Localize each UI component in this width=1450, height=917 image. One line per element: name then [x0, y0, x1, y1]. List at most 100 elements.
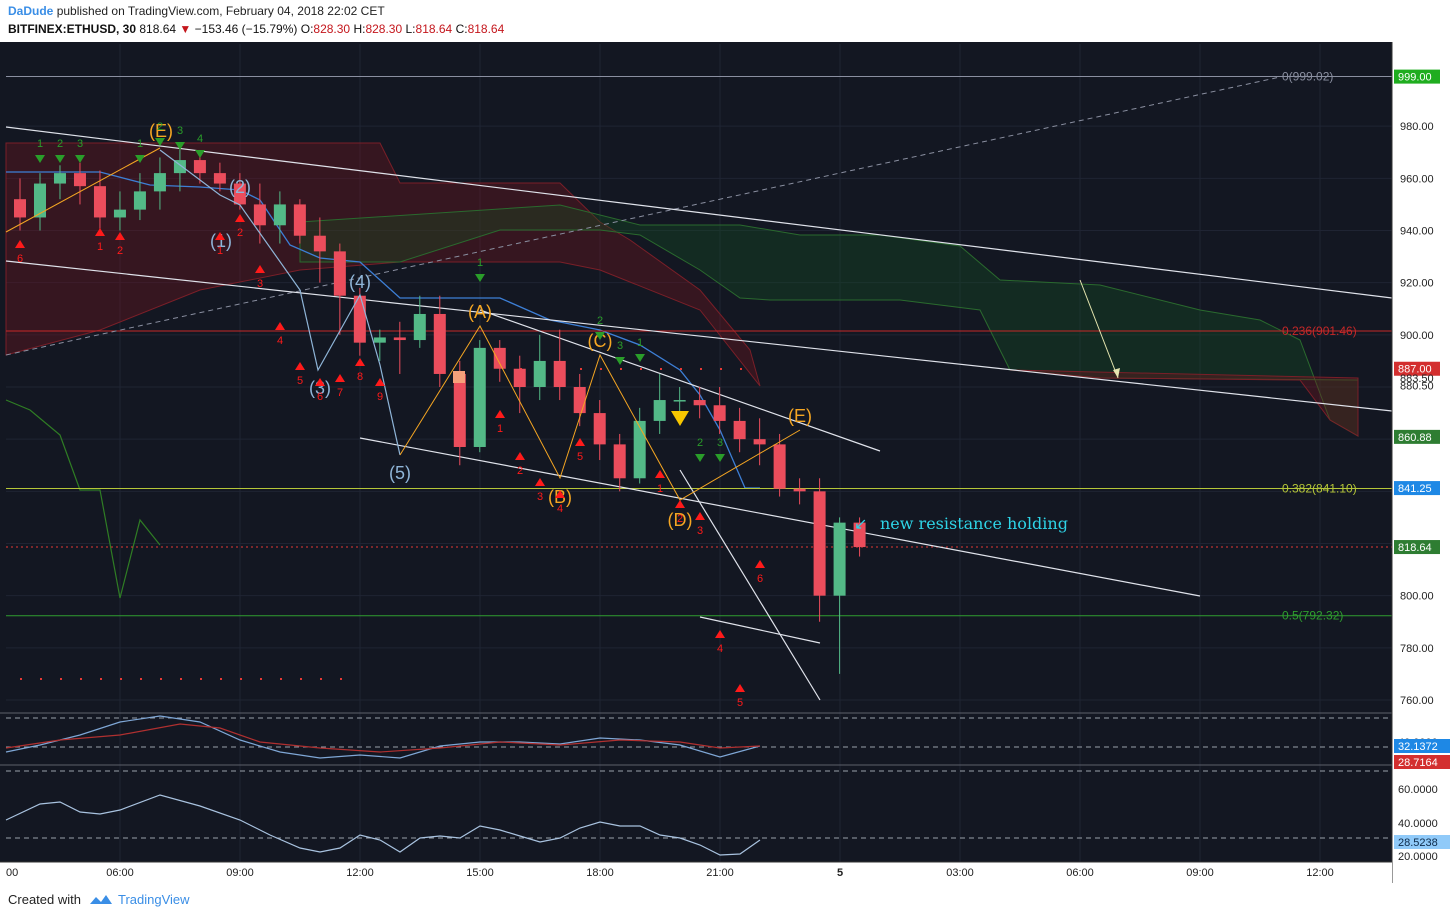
- price-tag-label: 841.25: [1398, 483, 1432, 495]
- fib-trend-line: [5, 76, 1281, 356]
- osc1-value-tag: [1394, 755, 1450, 769]
- time-axis-label: 06:00: [1066, 867, 1094, 879]
- td-setup-up-arrow-icon: [535, 478, 545, 486]
- price-tag: [1394, 69, 1440, 84]
- candle-body: [293, 204, 306, 236]
- td-count-red: 3: [697, 525, 703, 537]
- td-count-red: 3: [257, 278, 263, 290]
- candle-body: [693, 400, 706, 406]
- down-arrow-icon: ▼: [179, 22, 192, 36]
- td-setup-down-arrow-icon: [175, 142, 185, 150]
- td-setup-down-arrow-icon: [55, 155, 65, 163]
- td-setup-up-arrow-icon: [335, 374, 345, 382]
- td-count-green: 3: [717, 437, 723, 449]
- time-axis[interactable]: [0, 862, 1392, 883]
- td-setup-up-arrow-icon: [355, 358, 365, 366]
- close-label: C:: [455, 22, 468, 36]
- td-count-green: 2: [57, 138, 63, 150]
- td-setup-down-arrow-icon: [475, 274, 485, 282]
- td-count-red: 2: [517, 465, 523, 477]
- td-setup-down-arrow-icon: [155, 138, 165, 146]
- candle-body: [493, 347, 506, 369]
- td-count-green: 3: [177, 125, 183, 137]
- td-setup-down-arrow-icon: [715, 454, 725, 462]
- td-setup-up-arrow-icon: [695, 512, 705, 520]
- td-setup-up-arrow-icon: [675, 500, 685, 508]
- td-count-green: 1: [637, 337, 643, 349]
- td-count-green: 2: [697, 437, 703, 449]
- td-setup-up-arrow-icon: [375, 378, 385, 386]
- td-setup-up-arrow-icon: [735, 684, 745, 692]
- td-count-red: 8: [357, 371, 363, 383]
- last-price: 818.64: [139, 22, 177, 36]
- td-setup-up-arrow-icon: [655, 470, 665, 478]
- candle-body: [673, 400, 686, 402]
- candle-body: [593, 413, 606, 445]
- td-setup-up-arrow-icon: [555, 490, 565, 498]
- td-setup-up-arrow-icon: [575, 438, 585, 446]
- candle-body: [773, 444, 786, 489]
- chart-canvas[interactable]: 0(999.02) 0.236(901.46) 0.382(841.10) 0.5(7…: [0, 42, 1450, 883]
- osc1-value-label: 32.1372: [1398, 741, 1438, 753]
- td-setup-down-arrow-icon: [695, 454, 705, 462]
- time-axis-label: 06:00: [106, 867, 134, 879]
- symbol-interval[interactable]: BITFINEX:ETHUSD, 30: [8, 22, 137, 36]
- trend-line-steep: [679, 469, 821, 701]
- candle-body: [393, 337, 406, 341]
- candle-body: [793, 488, 806, 492]
- fib-level-label: 0(999.02): [1282, 70, 1333, 84]
- candle-body: [433, 313, 446, 374]
- price-tag-label: 818.64: [1398, 542, 1432, 554]
- candle-body: [533, 360, 546, 387]
- td-count-red: 5: [577, 451, 583, 463]
- price-axis-label: 900.00: [1400, 330, 1434, 342]
- td-count-red: 1: [97, 241, 103, 253]
- td-setup-up-arrow-icon: [95, 228, 105, 236]
- td-setup-up-arrow-icon: [755, 560, 765, 568]
- time-axis-label: 12:00: [1306, 867, 1334, 879]
- td-count-red: 4: [557, 503, 563, 515]
- td-count-red: 1: [217, 245, 223, 257]
- symbol-line: BITFINEX:ETHUSD, 30 818.64 ▼ −153.46 (−1…: [8, 22, 504, 36]
- candle-body: [93, 186, 106, 218]
- td-count-green: 4: [197, 133, 203, 145]
- time-axis-label: 09:00: [1186, 867, 1214, 879]
- time-axis-label: 00: [6, 867, 18, 879]
- time-axis-label: 15:00: [466, 867, 494, 879]
- td-count-green: 1: [477, 257, 483, 269]
- price-tag: [1394, 429, 1440, 444]
- td-count-red: 2: [677, 513, 683, 525]
- wave-label-orange: (C): [588, 331, 613, 351]
- osc1-fast-line: [5, 715, 761, 759]
- author-name[interactable]: DaDude: [8, 4, 54, 18]
- price-tag: [1394, 361, 1440, 376]
- open-label: O:: [300, 22, 314, 36]
- td-count-red: 1: [497, 423, 503, 435]
- td-count-green: 1: [37, 138, 43, 150]
- projection-arrow-line: [1079, 279, 1119, 379]
- osc1-slow-line: [5, 723, 761, 753]
- td-setup-up-arrow-icon: [215, 232, 225, 240]
- chart-footer: Created with TradingView: [0, 883, 1450, 917]
- osc2-axis-label: 60.0000: [1398, 784, 1438, 796]
- elliott-wave-orange-path: [5, 147, 161, 233]
- tradingview-link[interactable]: TradingView: [118, 892, 190, 907]
- td-count-red: 5: [297, 375, 303, 387]
- td-setup-up-arrow-icon: [295, 362, 305, 370]
- price-axis-label: 880.50: [1400, 381, 1434, 393]
- low-label: L:: [405, 22, 416, 36]
- publication-line: DaDude published on TradingView.com, Feb…: [8, 4, 385, 18]
- fib-level-label: 0.236(901.46): [1282, 324, 1357, 338]
- td-setup-up-arrow-icon: [275, 322, 285, 330]
- td-count-red: 5: [737, 697, 743, 709]
- candle-body: [813, 491, 826, 596]
- td-count-red: 2: [237, 227, 243, 239]
- candle-body: [473, 347, 486, 447]
- price-change: −153.46 (−15.79%): [194, 22, 298, 36]
- high-value: 828.30: [365, 22, 403, 36]
- candle-body: [73, 173, 86, 187]
- candle-body: [753, 439, 766, 445]
- chart-background: [0, 42, 1450, 883]
- osc1-value-label: 28.7164: [1398, 757, 1438, 769]
- chikou-span-line: [5, 399, 161, 599]
